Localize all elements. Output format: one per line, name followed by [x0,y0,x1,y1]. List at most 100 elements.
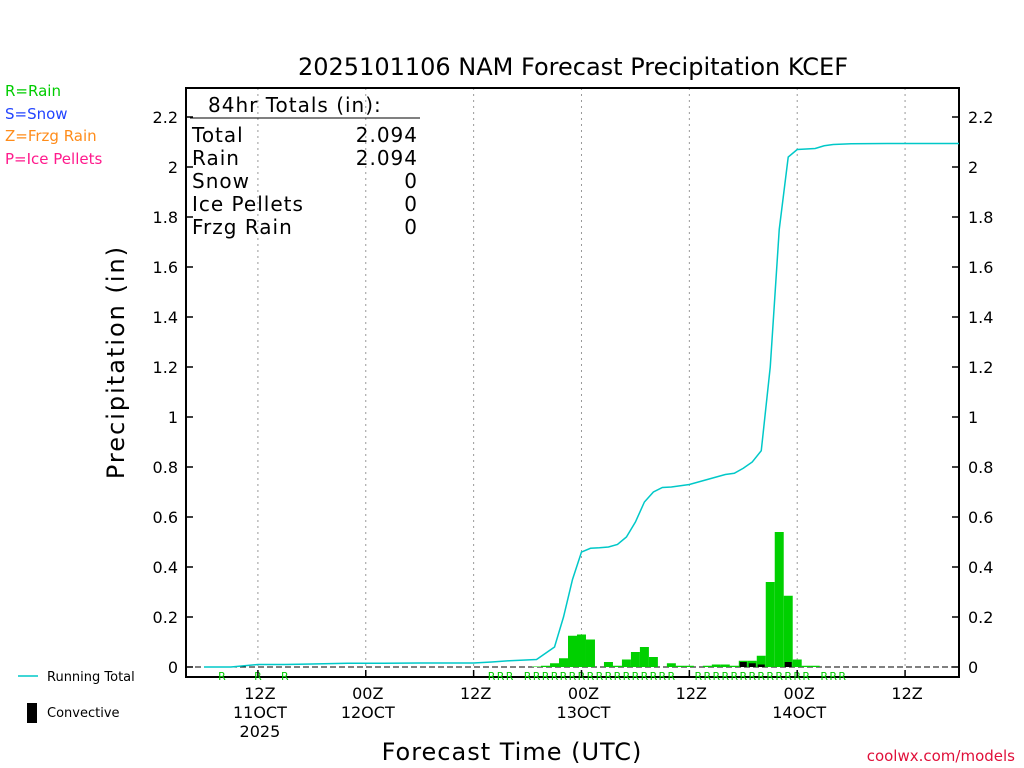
running-total-legend-label: Running Total [47,670,135,685]
precip-bar [648,657,658,667]
convective-bar [739,662,747,667]
ptype-marker: R [551,670,559,683]
ptype-marker: R [218,670,226,683]
ptype-marker: R [542,670,550,683]
convective-bars [739,662,792,667]
ptype-marker: R [560,670,568,683]
ptype-marker: R [632,670,640,683]
precip-bar [702,665,712,667]
precip-bar [810,665,820,667]
precip-bar [603,662,613,667]
precip-bar [675,665,685,667]
totals-row-value: 2.094 [356,123,418,147]
totals-row-value: 2.094 [356,146,418,170]
ptype-marker: R [488,670,496,683]
totals-row-label: Total [191,123,244,147]
ptype-marker: R [712,670,720,683]
precip-bar [612,665,622,667]
precip-bar [568,635,577,667]
ptype-marker: R [524,670,532,683]
y-tick-label-left: 1.6 [153,258,178,277]
y-axis-label: Precipitation (in) [102,245,130,479]
y-tick-label-left: 1.8 [153,208,178,227]
ptype-marker: R [838,670,846,683]
legend-rain: R=Rain [5,82,61,100]
precip-bar [585,639,595,667]
y-tick-label-left: 0.6 [153,508,178,527]
precip-bar [532,666,542,667]
ptype-marker: R [757,670,765,683]
plot-frame [185,87,960,678]
ptype-marker: R [802,670,810,683]
ptype-marker: R [605,670,613,683]
convective-bar [748,663,756,667]
running-total-line [203,142,959,668]
ptype-marker: R [703,670,711,683]
y-tick-label-left: 1.4 [153,308,178,327]
y-tick-label-left: 0 [168,658,178,677]
x-date-label: 14OCT [772,703,826,722]
precip-bar [720,664,730,667]
ptype-marker: R [506,670,514,683]
precip-bar [774,532,784,667]
y-tick-label-right: 0.8 [968,458,993,477]
ptype-marker: R [730,670,738,683]
ptype-marker: R [641,670,649,683]
convective-legend-icon [27,703,37,723]
y-tick-label-right: 2.2 [968,108,993,127]
totals-heading: 84hr Totals (in): [208,93,382,117]
y-tick-label-right: 0.6 [968,508,993,527]
totals-row-label: Frzg Rain [192,215,293,239]
ptype-marker: R [739,670,747,683]
precip-bar [559,658,569,667]
x-tick-label: 00Z [784,684,815,703]
x-tick-label: 00Z [352,684,383,703]
x-tick-label: 12Z [244,684,275,703]
ptype-marker: R [784,670,792,683]
y-tick-label-right: 2 [968,158,978,177]
chart-title: 2025101106 NAM Forecast Precipitation KC… [298,53,848,81]
y-tick-label-left: 0.8 [153,458,178,477]
totals-box: 84hr Totals (in): Total 2.094 Rain 2.094 Sno… [190,93,420,239]
precip-bar [621,659,631,667]
ptype-marker: R [596,670,604,683]
y-tick-label-right: 1 [968,408,978,427]
y-tick-label-right: 0.2 [968,608,993,627]
y-tick-label-left: 2 [168,158,178,177]
totals-row-value: 0 [404,192,418,216]
y-tick-label-left: 1 [168,408,178,427]
y-tick-label-right: 1.4 [968,308,993,327]
x-date-label: 11OCT [233,703,287,722]
y-tick-label-right: 0.4 [968,558,993,577]
precip-bar [765,582,775,667]
y-tick-label-left: 1.2 [153,358,178,377]
y-axis: 0 00.2 0.20.4 0.40.6 0.60.8 0.81 11.2 1.21.4 1.4… [153,108,994,677]
precip-bar [729,665,739,667]
precip-bar [756,655,766,667]
credit: coolwx.com/models [867,747,1015,765]
x-date-label: 12OCT [341,703,395,722]
y-tick-label-left: 2.2 [153,108,178,127]
precip-bar [792,659,802,667]
precip-bar [639,647,649,667]
legend-snow: S=Snow [5,105,68,123]
y-tick-label-right: 1.6 [968,258,993,277]
precip-bar [630,652,640,667]
ptype-marker: R [721,670,729,683]
ptype-marker: R [650,670,658,683]
ptype-marker: R [659,670,667,683]
precip-bar [550,663,560,667]
vertical-grid-lines [257,88,906,677]
convective-bar [757,664,765,667]
totals-row-value: 0 [404,215,418,239]
precip-bar [666,663,676,667]
totals-row-label: Rain [192,146,240,170]
ptype-marker: R [766,670,774,683]
x-year-label: 2025 [240,722,281,741]
convective-bar [784,662,792,667]
ptype-marker: R [533,670,541,683]
totals-row-label: Snow [192,169,250,193]
ptype-marker: R [497,670,505,683]
